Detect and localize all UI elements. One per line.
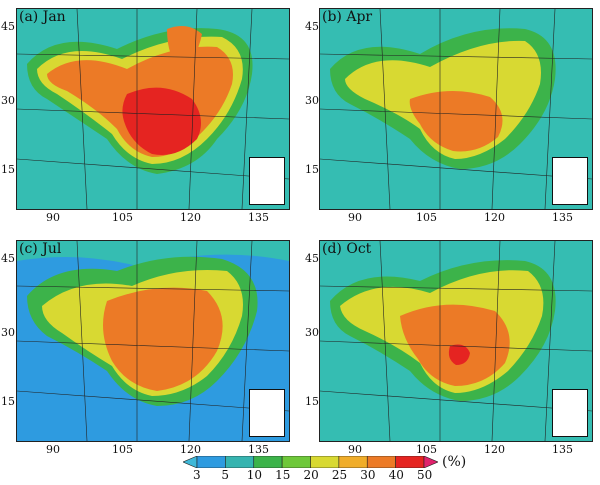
inset-map-apr: [552, 157, 588, 205]
inset-map-oct: [552, 389, 588, 437]
lat-tick-30-b: 30: [305, 94, 319, 107]
lon-tick-120-d: 120: [484, 443, 505, 456]
lon-tick-90-c: 90: [46, 443, 60, 456]
colorbar-unit: (%): [442, 454, 467, 470]
lon-tick-135-a: 135: [248, 211, 269, 224]
colorbar-level-label: 40: [388, 468, 404, 482]
lon-tick-90-b: 90: [348, 211, 362, 224]
inset-map-jul: [249, 389, 285, 437]
colorbar-segment: [366, 456, 396, 468]
map-oct-field: [320, 241, 592, 441]
map-jan-field: [17, 9, 289, 209]
lat-tick-45-a: 45: [1, 20, 15, 33]
colorbar-segment: [338, 456, 368, 468]
colorbar-segment: [310, 456, 340, 468]
lat-tick-15-c: 15: [1, 395, 15, 408]
lat-tick-45-b: 45: [305, 20, 319, 33]
inset-map-jan: [249, 157, 285, 205]
colorbar-segment: [253, 456, 283, 468]
colorbar-level-label: 10: [246, 468, 263, 482]
map-panel-jul: (c) Jul: [16, 240, 290, 442]
colorbar-high-arrow: [423, 456, 438, 468]
lon-tick-120-c: 120: [180, 443, 201, 456]
colorbar-low-arrow: [183, 456, 198, 468]
lat-tick-45-d: 45: [305, 252, 319, 265]
lon-tick-135-b: 135: [552, 211, 573, 224]
colorbar-level-label: 25: [331, 468, 348, 482]
panel-label-jul: (c) Jul: [19, 241, 62, 257]
map-apr-field: [320, 9, 592, 209]
lon-tick-120-a: 120: [180, 211, 201, 224]
map-panel-oct: (d) Oct: [319, 240, 593, 442]
map-jul-field: [17, 241, 289, 441]
colorbar-segment: [225, 456, 255, 468]
panel-label-oct: (d) Oct: [322, 241, 372, 257]
lat-tick-15-d: 15: [305, 395, 319, 408]
colorbar-segment: [395, 456, 425, 468]
lat-tick-30-c: 30: [1, 326, 15, 339]
lon-tick-105-a: 105: [112, 211, 133, 224]
map-panel-jan: (a) Jan: [16, 8, 290, 210]
lat-tick-45-c: 45: [1, 252, 15, 265]
lat-tick-30-d: 30: [305, 326, 319, 339]
colorbar-level-label: 5: [221, 468, 230, 482]
colorbar-level-label: 15: [275, 468, 291, 482]
lon-tick-120-b: 120: [484, 211, 505, 224]
colorbar-level-label: 20: [303, 468, 319, 482]
colorbar: [183, 456, 438, 468]
lon-tick-105-c: 105: [112, 443, 133, 456]
colorbar-segment: [196, 456, 226, 468]
lat-tick-30-a: 30: [1, 94, 15, 107]
lon-tick-105-d: 105: [416, 443, 437, 456]
panel-label-apr: (b) Apr: [322, 9, 373, 25]
panel-label-jan: (a) Jan: [19, 9, 66, 25]
lon-tick-105-b: 105: [416, 211, 437, 224]
map-panel-apr: (b) Apr: [319, 8, 593, 210]
lat-tick-15-b: 15: [305, 163, 319, 176]
colorbar-level-label: 30: [360, 468, 376, 482]
colorbar-segment: [281, 456, 311, 468]
lon-tick-90-d: 90: [348, 443, 362, 456]
colorbar-level-label: 3: [193, 468, 201, 482]
lon-tick-90-a: 90: [46, 211, 60, 224]
lon-tick-135-d: 135: [552, 443, 573, 456]
lon-tick-135-c: 135: [248, 443, 269, 456]
lat-tick-15-a: 15: [1, 163, 15, 176]
colorbar-level-label: 50: [417, 468, 433, 482]
